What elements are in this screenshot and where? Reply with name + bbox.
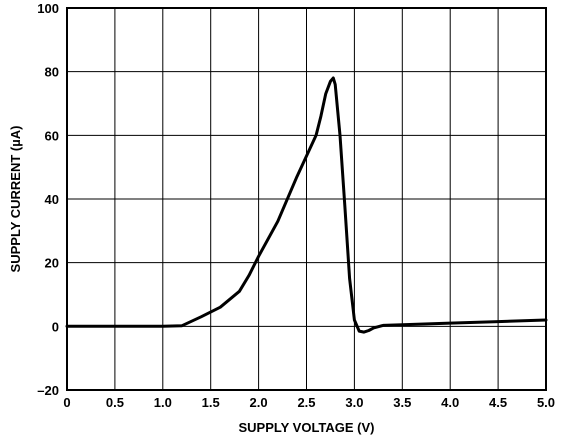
y-tick-label: 80: [45, 65, 59, 80]
x-tick-label: 0.5: [106, 395, 124, 410]
y-tick-labels: –20 0 20 40 60 80 100: [37, 1, 59, 398]
supply-current-curve: [65, 76, 548, 334]
x-tick-label: 4.5: [489, 395, 507, 410]
y-tick-label: 0: [52, 319, 59, 334]
y-tick-label: 100: [37, 1, 59, 16]
y-tick-label: 40: [45, 192, 59, 207]
y-tick-label: –20: [37, 383, 59, 398]
x-tick-label: 2.0: [250, 395, 268, 410]
x-tick-label: 3.0: [345, 395, 363, 410]
y-axis-label: SUPPLY CURRENT (µA): [8, 126, 23, 273]
x-tick-label: 0: [63, 395, 70, 410]
y-tick-label: 60: [45, 128, 59, 143]
x-tick-labels: 0 0.5 1.0 1.5 2.0 2.5 3.0 3.5 4.0 4.5 5.0: [63, 395, 555, 410]
grid-lines: [66, 7, 547, 391]
x-tick-label: 4.0: [441, 395, 459, 410]
y-tick-label: 20: [45, 256, 59, 271]
x-tick-label: 1.5: [202, 395, 220, 410]
x-axis-label: SUPPLY VOLTAGE (V): [238, 420, 374, 435]
x-tick-label: 5.0: [537, 395, 555, 410]
x-tick-label: 3.5: [393, 395, 411, 410]
x-tick-label: 2.5: [297, 395, 315, 410]
plot-frame: [66, 7, 547, 391]
x-tick-label: 1.0: [154, 395, 172, 410]
